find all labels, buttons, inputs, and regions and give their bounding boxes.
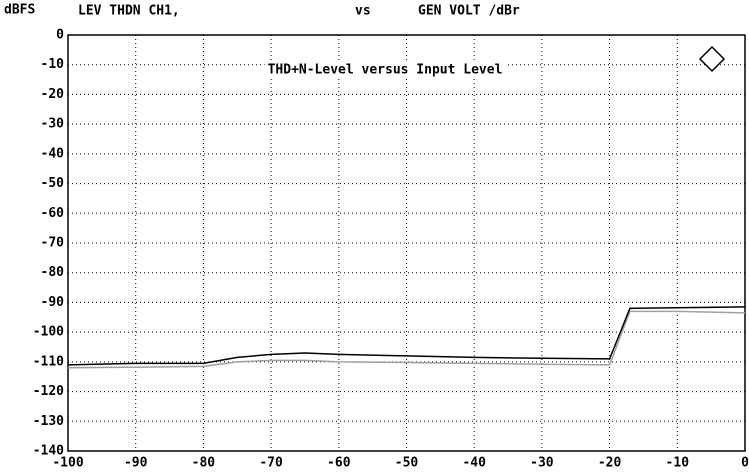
y-tick-label: -40 <box>41 146 65 161</box>
y-tick-label: -50 <box>41 176 65 191</box>
y-tick-label: -90 <box>41 295 65 310</box>
logo <box>698 45 726 73</box>
x-tick-label: -30 <box>530 456 554 471</box>
y-tick-label: -70 <box>41 236 65 251</box>
y-tick-label: -140 <box>33 444 64 459</box>
x-tick-label: -20 <box>598 456 622 471</box>
series-line <box>67 310 746 369</box>
y-tick-label: -30 <box>41 117 65 132</box>
annotation-bg <box>264 61 506 79</box>
x-tick-label: -50 <box>395 456 419 471</box>
logo-diamond <box>698 45 726 73</box>
y-tick-label: -80 <box>41 265 65 280</box>
y-tick-label: -110 <box>33 354 64 369</box>
x-tick-label: -70 <box>259 456 283 471</box>
x-tick-label: -90 <box>124 456 148 471</box>
y-tick-label: -100 <box>33 325 64 340</box>
annotation: THD+N-Level versus Input Level <box>268 63 503 78</box>
x-tick-label: -40 <box>462 456 486 471</box>
plot-frame <box>67 34 746 452</box>
y-tick-label: -60 <box>41 206 65 221</box>
y-tick-label: -120 <box>33 384 64 399</box>
header-right: GEN VOLT /dBr <box>418 4 520 19</box>
x-tick-label: -10 <box>666 456 690 471</box>
y-tick-label: -130 <box>33 414 64 429</box>
y-tick-label: -20 <box>41 87 65 102</box>
x-tick-label: -60 <box>327 456 351 471</box>
y-tick-label: -10 <box>41 57 65 72</box>
header-mid: vs <box>355 4 371 19</box>
y-axis-label: dBFS <box>4 3 35 18</box>
x-tick-label: -80 <box>192 456 216 471</box>
x-tick-label: 0 <box>741 456 749 471</box>
header-left: LEV THDN CH1, <box>78 4 180 19</box>
series-line <box>67 306 746 366</box>
x-tick-label: -100 <box>52 456 83 471</box>
y-tick-label: 0 <box>56 28 64 43</box>
